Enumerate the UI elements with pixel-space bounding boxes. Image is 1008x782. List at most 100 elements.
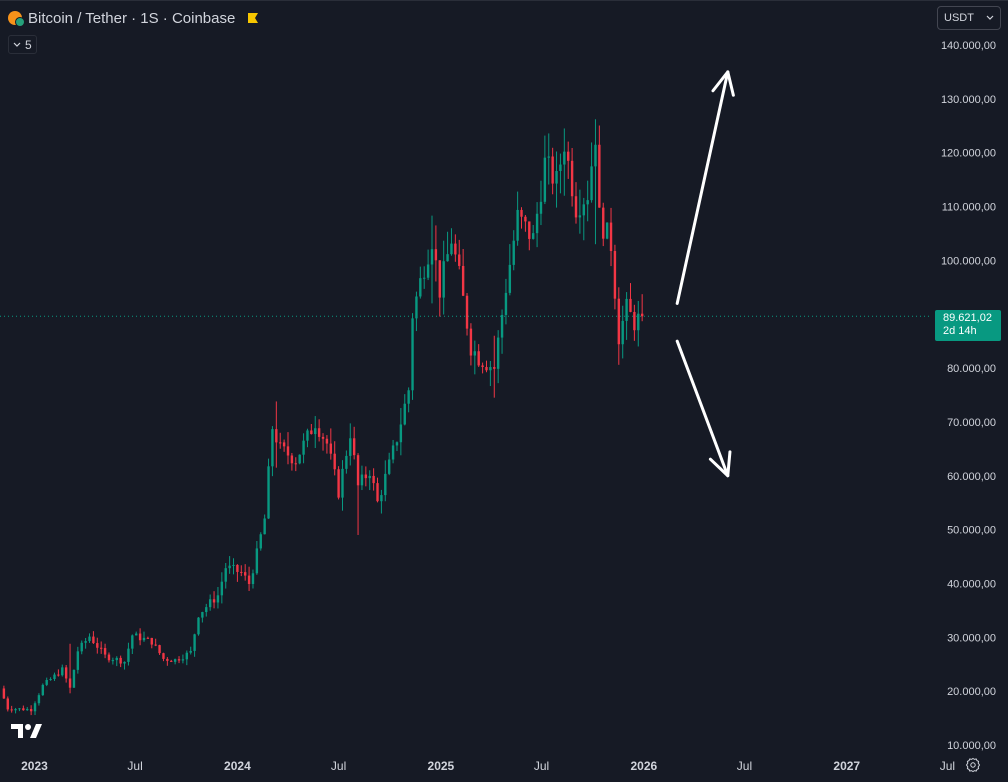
candle-body — [314, 428, 317, 435]
candle-body — [255, 548, 259, 574]
candle-body — [372, 475, 375, 484]
candle — [504, 278, 508, 325]
candle — [14, 707, 17, 714]
candle — [625, 292, 628, 340]
price-tick-label: 10.000,00 — [947, 740, 996, 752]
candle — [170, 659, 173, 662]
candle-body — [438, 260, 441, 298]
candle-body — [247, 575, 251, 584]
candle — [33, 701, 37, 716]
candle — [524, 214, 527, 232]
candle-body — [360, 474, 364, 486]
candle — [481, 362, 484, 374]
candle — [465, 292, 469, 336]
candle — [520, 207, 523, 229]
candle — [68, 643, 72, 694]
candle-body — [329, 443, 333, 454]
tradingview-logo-icon[interactable] — [10, 721, 44, 741]
candle-body — [403, 403, 406, 425]
candle — [185, 650, 189, 666]
candle-body — [504, 292, 508, 315]
candle — [325, 435, 329, 454]
candle — [438, 260, 441, 317]
candle — [531, 224, 535, 240]
annotation-arrows[interactable] — [675, 70, 735, 478]
candle — [317, 419, 321, 442]
time-axis[interactable]: 2023 Jul 2024 Jul 2025 Jul 2026 Jul 2027 Jul — [21, 759, 955, 773]
candle-body — [477, 351, 480, 366]
candle-body — [173, 659, 177, 662]
candle — [535, 202, 539, 248]
candle-body — [80, 642, 83, 652]
candle-body — [567, 151, 570, 161]
candle — [477, 344, 480, 368]
candle — [352, 426, 356, 460]
flag-icon[interactable] — [247, 12, 259, 24]
candle-body — [539, 201, 543, 214]
trend-arrow[interactable] — [675, 339, 732, 478]
price-axis[interactable]: 140.000,00 130.000,00 120.000,00 110.000,00… — [941, 40, 996, 752]
candle-body — [166, 658, 169, 661]
candle-body — [220, 581, 224, 596]
candle-body — [469, 328, 473, 356]
candle-body — [465, 295, 469, 329]
candle — [380, 489, 383, 514]
candle — [80, 640, 83, 655]
last-price-value: 89.621,02 — [943, 312, 992, 324]
candle-body — [325, 438, 329, 444]
candle — [582, 197, 585, 241]
candle — [158, 644, 161, 655]
candle-body — [430, 249, 434, 265]
candle-body — [232, 564, 235, 566]
candle-body — [442, 261, 445, 298]
candle-body — [496, 337, 500, 369]
time-tick-label: 2026 — [630, 759, 657, 773]
candle-body — [321, 436, 325, 439]
candle-body — [49, 679, 52, 681]
symbol-header[interactable]: Bitcoin / Tether · 1S · Coinbase — [8, 8, 259, 28]
candle — [356, 453, 360, 535]
candle-body — [450, 243, 453, 255]
trend-arrow[interactable] — [675, 70, 735, 305]
candle — [360, 465, 364, 491]
price-tick-label: 70.000,00 — [947, 417, 996, 429]
candle-body — [543, 157, 547, 202]
candle-body — [103, 648, 107, 655]
candle — [555, 151, 558, 208]
candle-body — [37, 695, 41, 704]
candle — [29, 705, 33, 716]
price-tick-label: 30.000,00 — [947, 632, 996, 644]
candle-body — [376, 483, 379, 502]
candle-body — [26, 709, 29, 711]
candle — [598, 125, 601, 208]
indicator-counter[interactable]: 5 — [8, 35, 37, 54]
candle — [294, 457, 297, 472]
candle — [103, 643, 107, 659]
candle-body — [208, 599, 212, 608]
candle — [138, 628, 142, 646]
candle — [197, 617, 200, 636]
candle-body — [559, 164, 562, 172]
candle-body — [228, 565, 231, 569]
candle-body — [387, 459, 391, 474]
candle — [154, 638, 157, 647]
candle — [107, 652, 111, 663]
candle — [290, 452, 294, 471]
candle-body — [279, 442, 282, 444]
indicator-count: 5 — [25, 37, 32, 52]
candle-body — [368, 475, 371, 479]
candle — [528, 221, 531, 251]
candle-body — [407, 390, 410, 404]
candle — [567, 141, 570, 179]
bar-countdown: 2d 14h — [943, 325, 977, 337]
candles — [2, 119, 644, 716]
candle — [461, 248, 465, 297]
candle — [119, 655, 122, 668]
currency-select[interactable]: USDT — [937, 6, 1001, 30]
settings-gear-icon[interactable] — [965, 757, 981, 773]
candle-body — [212, 599, 216, 603]
price-tick-label: 130.000,00 — [941, 94, 996, 106]
candle — [602, 202, 605, 247]
candle-body — [461, 265, 465, 296]
